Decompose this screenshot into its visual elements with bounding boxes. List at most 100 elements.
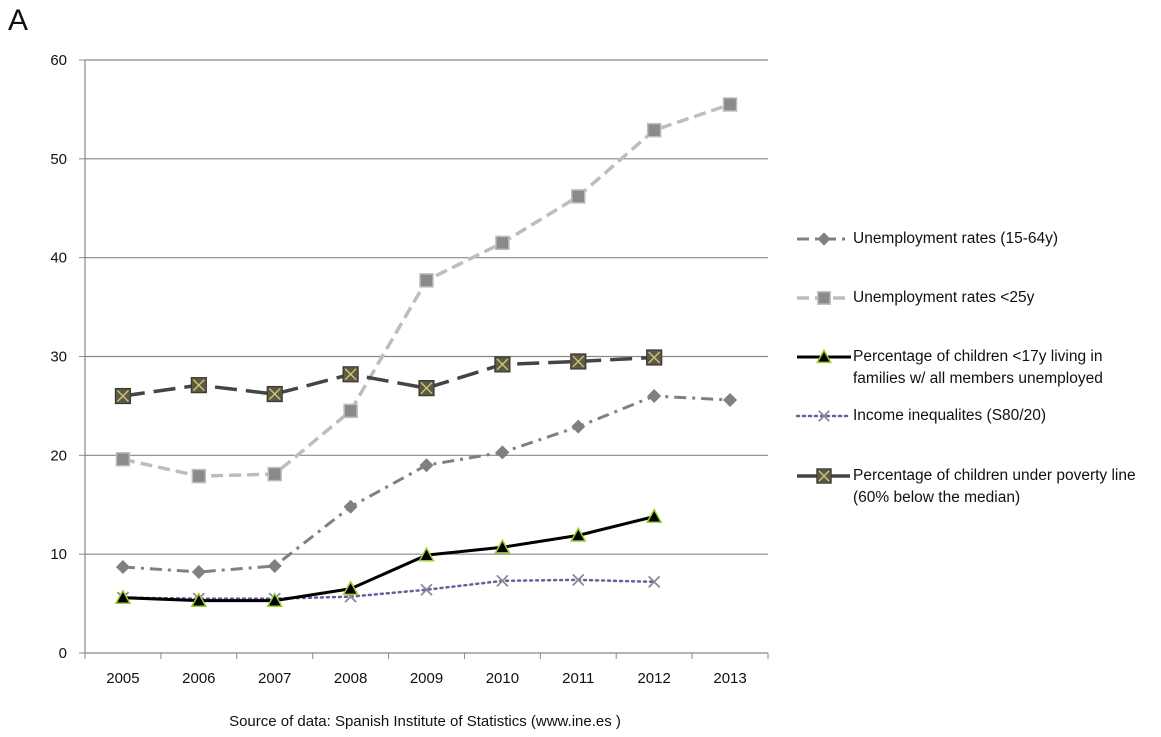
square-marker [817, 291, 831, 305]
data-point [818, 410, 830, 422]
legend-key-square [797, 291, 851, 305]
legend-label-income-inequality: Income inequalites (S80/20) [853, 407, 1047, 424]
x-tick-label: 2006 [182, 670, 215, 687]
data-point [190, 592, 208, 607]
data-point [191, 468, 207, 484]
data-point [420, 583, 433, 596]
square-x-cross [496, 358, 509, 371]
data-point [496, 574, 509, 587]
square-x-cross [572, 355, 585, 368]
data-point [267, 466, 282, 482]
legend-label-children-poverty: Percentage of children under poverty lin… [853, 467, 1136, 506]
y-tick-label: 40 [50, 250, 67, 267]
data-point [646, 349, 663, 366]
legend-item-children-poverty: Percentage of children under poverty lin… [795, 465, 1161, 509]
data-point [342, 366, 359, 383]
diamond-marker [191, 564, 206, 579]
source-note: Source of data: Spanish Institute of Sta… [229, 713, 621, 730]
data-point [647, 389, 662, 404]
diamond-marker [343, 499, 358, 514]
triangle-marker [645, 508, 663, 523]
x-tick-label: 2009 [410, 670, 443, 687]
data-point [646, 122, 662, 138]
diamond-marker [723, 392, 738, 407]
legend-key-triangle [797, 348, 851, 364]
series-line [122, 515, 655, 603]
triangle-marker [190, 592, 208, 607]
square-marker [722, 97, 738, 112]
diamond-marker [419, 458, 434, 473]
x-tick-label: 2008 [334, 670, 367, 687]
legend-marker [818, 410, 830, 422]
data-point [419, 458, 434, 473]
legend-label-children-unemployed: Percentage of children <17y living in fa… [853, 348, 1103, 387]
x-tick-label: 2007 [258, 670, 291, 687]
data-point [266, 592, 283, 607]
data-point [343, 403, 358, 419]
data-point [494, 538, 511, 554]
data-point [571, 419, 586, 434]
legend-marker [816, 348, 832, 364]
y-tick-label: 60 [50, 52, 67, 69]
triangle-marker [266, 592, 283, 607]
x-marker [420, 583, 433, 596]
square-x-cross [344, 368, 357, 381]
data-point [419, 273, 434, 288]
data-point [572, 573, 585, 586]
data-point [722, 97, 738, 112]
diamond-marker [495, 445, 510, 460]
data-point [190, 377, 207, 394]
diamond-marker [647, 389, 662, 404]
x-marker [572, 573, 585, 586]
legend-item-unemployment-total: Unemployment rates (15-64y) [795, 228, 1161, 250]
x-tick-label: 2005 [106, 670, 139, 687]
triangle-marker [418, 546, 435, 562]
series-children-unemployed [114, 508, 663, 607]
data-point [114, 589, 132, 605]
triangle-marker [114, 589, 132, 605]
triangle-marker [494, 538, 511, 554]
data-point [342, 580, 359, 596]
series-line [121, 578, 656, 600]
square-x-cross [116, 390, 129, 403]
legend-key-diamond [797, 232, 851, 246]
data-point [267, 559, 282, 574]
diamond-marker [571, 419, 586, 434]
legend-item-income-inequality: Income inequalites (S80/20) [795, 405, 1161, 427]
data-point [495, 445, 510, 460]
square-x-cross [818, 470, 830, 482]
data-point [191, 564, 206, 579]
data-point [816, 348, 832, 364]
y-tick-label: 30 [50, 349, 67, 366]
y-tick-label: 10 [50, 546, 67, 563]
data-point [570, 526, 587, 542]
y-tick-label: 0 [59, 645, 67, 662]
diamond-marker [115, 560, 130, 575]
y-tick-label: 50 [50, 151, 67, 168]
square-marker [115, 452, 131, 467]
square-marker [571, 189, 586, 204]
diamond-marker [267, 559, 282, 574]
x-tick-label: 2012 [637, 670, 670, 687]
data-point [266, 385, 283, 403]
x-marker [496, 574, 509, 587]
data-point [816, 468, 832, 484]
series-line [122, 102, 731, 478]
data-point [817, 291, 831, 305]
legend-key-x [795, 410, 853, 422]
data-point [723, 392, 738, 407]
square-marker [495, 235, 510, 251]
square-marker [191, 468, 207, 484]
x-marker [818, 410, 830, 422]
series-line [122, 394, 731, 574]
diamond-marker [817, 232, 831, 246]
x-tick-label: 2011 [562, 670, 594, 687]
series-unemp-total [115, 389, 738, 579]
series-line [122, 355, 655, 398]
x-tick-label: 2010 [486, 670, 519, 687]
legend-marker [817, 232, 831, 246]
data-point [494, 356, 511, 373]
square-marker [343, 403, 358, 419]
data-point [570, 353, 587, 370]
